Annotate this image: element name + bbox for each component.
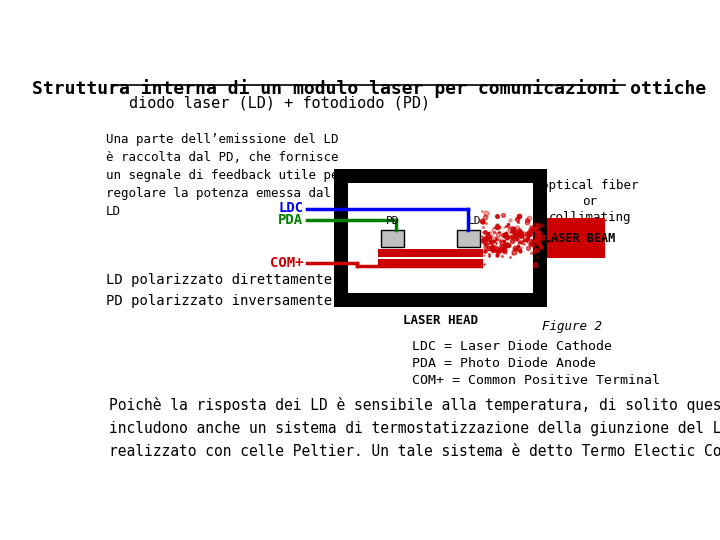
- Text: PDA = Photo Diode Anode: PDA = Photo Diode Anode: [412, 357, 595, 370]
- Text: LASER BEAM: LASER BEAM: [544, 232, 616, 245]
- Text: PD: PD: [385, 217, 399, 226]
- Text: LDC: LDC: [278, 201, 303, 215]
- Bar: [377, 249, 483, 256]
- Text: COM+: COM+: [269, 255, 303, 269]
- Text: COM+ = Common Positive Terminal: COM+ = Common Positive Terminal: [412, 374, 660, 387]
- Text: PDA: PDA: [278, 213, 303, 227]
- Bar: [348, 183, 534, 294]
- Bar: [456, 230, 480, 247]
- Text: LASER HEAD: LASER HEAD: [403, 314, 478, 327]
- Text: Figure 2: Figure 2: [541, 320, 601, 333]
- Bar: [381, 230, 404, 247]
- Text: Una parte dell’emissione del LD
è raccolta dal PD, che fornisce
un segnale di fe: Una parte dell’emissione del LD è raccol…: [106, 132, 346, 218]
- Text: Poichè la risposta dei LD è sensibile alla temperatura, di solito questi moduli
: Poichè la risposta dei LD è sensibile al…: [109, 397, 720, 458]
- Text: LD polarizzato direttamente: LD polarizzato direttamente: [106, 273, 332, 287]
- Bar: [547, 218, 606, 258]
- Text: LDC = Laser Diode Cathode: LDC = Laser Diode Cathode: [412, 340, 611, 354]
- Bar: [334, 168, 547, 307]
- Text: diodo laser (LD) + fotodiodo (PD): diodo laser (LD) + fotodiodo (PD): [129, 96, 430, 111]
- Bar: [377, 259, 483, 265]
- Text: LD: LD: [468, 217, 481, 226]
- Text: optical fiber
or
collimating
lens: optical fiber or collimating lens: [541, 179, 639, 240]
- Text: PD polarizzato inversamente: PD polarizzato inversamente: [106, 294, 332, 308]
- Text: Struttura interna di un modulo laser per comunicazioni ottiche: Struttura interna di un modulo laser per…: [32, 79, 706, 98]
